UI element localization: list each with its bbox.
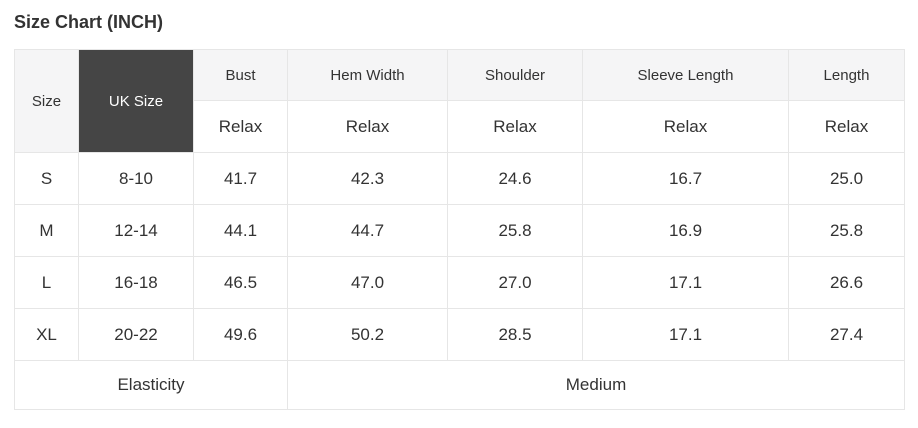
fit-cell-shoulder: Relax [447, 100, 583, 153]
uk-size-cell: 20-22 [78, 308, 194, 361]
fit-cell-bust: Relax [193, 100, 288, 153]
measurement-cell: 25.0 [788, 152, 905, 205]
size-cell: S [14, 152, 79, 205]
fit-cell-length: Relax [788, 100, 905, 153]
column-header-hem-width: Hem Width [287, 49, 448, 101]
table-body: S 8-10 41.7 42.3 24.6 16.7 25.0 M 12-14 44.1 44.7 2… [14, 152, 905, 361]
measurement-cell: 50.2 [287, 308, 448, 361]
header-row-fit: Relax Relax Relax Relax Relax [15, 100, 905, 153]
size-chart-table: Size UK Size Bust Hem Width Shoulder Sle… [14, 49, 905, 410]
header-row-measures: Size UK Size Bust Hem Width Shoulder Sle… [14, 49, 905, 153]
table-row: XL 20-22 49.6 50.2 28.5 17.1 27.4 [14, 308, 905, 361]
table-header: Size UK Size Bust Hem Width Shoulder Sle… [14, 49, 905, 153]
elasticity-value-cell: Medium [287, 360, 905, 410]
measurement-cell: 25.8 [788, 204, 905, 257]
measurement-cell: 27.4 [788, 308, 905, 361]
measurement-cell: 16.9 [582, 204, 789, 257]
measurement-cell: 25.8 [447, 204, 583, 257]
measurement-cell: 16.7 [582, 152, 789, 205]
size-cell: L [14, 256, 79, 309]
uk-size-cell: 16-18 [78, 256, 194, 309]
measurement-cell: 42.3 [287, 152, 448, 205]
measurement-cell: 24.6 [447, 152, 583, 205]
measurement-cell: 47.0 [287, 256, 448, 309]
column-header-sleeve-length: Sleeve Length [582, 49, 789, 101]
page-title: Size Chart (INCH) [14, 12, 164, 32]
size-cell: XL [14, 308, 79, 361]
elasticity-label-cell: Elasticity [14, 360, 288, 410]
fit-cell-hem-width: Relax [287, 100, 448, 153]
measurement-cell: 27.0 [447, 256, 583, 309]
column-header-size: Size [14, 49, 79, 153]
table-row: S 8-10 41.7 42.3 24.6 16.7 25.0 [14, 152, 905, 205]
table-row: M 12-14 44.1 44.7 25.8 16.9 25.8 [14, 204, 905, 257]
table-footer: Elasticity Medium [14, 360, 905, 410]
measurement-cell: 28.5 [447, 308, 583, 361]
column-header-shoulder: Shoulder [447, 49, 583, 101]
column-header-uk-size: UK Size [78, 49, 194, 153]
measurement-cell: 17.1 [582, 256, 789, 309]
fit-cell-sleeve-length: Relax [582, 100, 789, 153]
measurement-cell: 26.6 [788, 256, 905, 309]
elasticity-row: Elasticity Medium [14, 360, 905, 410]
uk-size-cell: 12-14 [78, 204, 194, 257]
table-row: L 16-18 46.5 47.0 27.0 17.1 26.6 [14, 256, 905, 309]
measurement-cell: 41.7 [193, 152, 288, 205]
column-header-bust: Bust [193, 49, 288, 101]
measurement-cell: 44.7 [287, 204, 448, 257]
measurement-cell: 49.6 [193, 308, 288, 361]
measurement-cell: 46.5 [193, 256, 288, 309]
uk-size-cell: 8-10 [78, 152, 194, 205]
measurement-cell: 17.1 [582, 308, 789, 361]
measurement-cell: 44.1 [193, 204, 288, 257]
column-header-length: Length [788, 49, 905, 101]
size-cell: M [14, 204, 79, 257]
